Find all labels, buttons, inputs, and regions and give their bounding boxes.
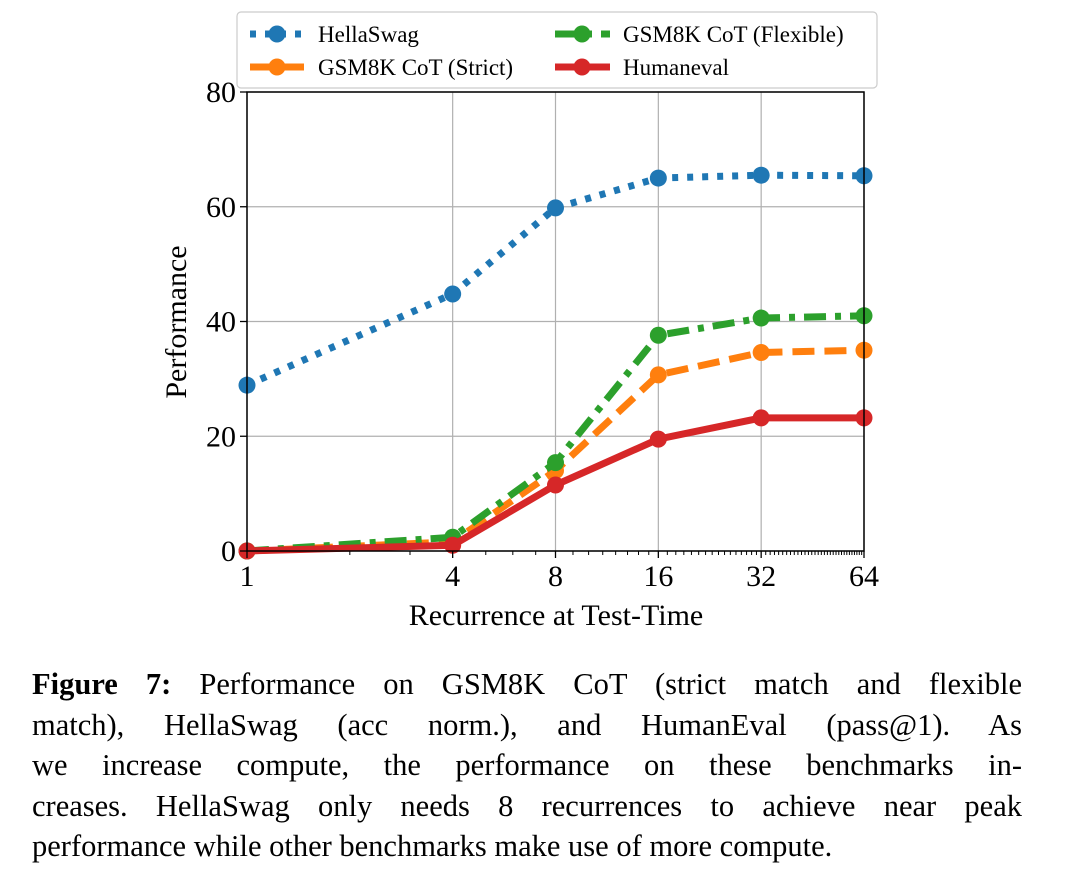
legend-marker	[268, 58, 286, 76]
line-chart: 1 4 8 16 32 64 0 20 40 60 80 Recurrence at Test-Ti…	[160, 11, 879, 632]
caption-text: Performance on GSM8K CoT (strict match a…	[171, 667, 1023, 701]
legend: HellaSwag GSM8K CoT (Strict) GSM8K CoT (Fl…	[236, 11, 878, 89]
figure-caption: Figure 7: Performance on GSM8K CoT (stri…	[32, 664, 1022, 867]
legend-entry: Humaneval	[555, 55, 729, 80]
legend-entry: GSM8K CoT (Strict)	[250, 55, 513, 80]
caption-line: Figure 7: Performance on GSM8K CoT (stri…	[32, 664, 1022, 705]
caption-line: performance while other benchmarks make …	[32, 829, 833, 863]
x-axis-label: Recurrence at Test-Time	[409, 599, 703, 632]
caption-line: creases. HellaSwag only needs 8 recurren…	[32, 788, 1022, 823]
data-point	[649, 430, 667, 448]
series-humaneval	[238, 409, 873, 560]
data-point	[649, 326, 667, 344]
series-line	[246, 312, 865, 555]
caption-line: match), HellaSwag (acc norm.), and Human…	[32, 707, 1022, 742]
data-point	[649, 366, 667, 384]
y-tick-label: 60	[206, 191, 236, 224]
series-hellaswag	[238, 166, 873, 394]
y-tick-label: 0	[221, 535, 236, 568]
legend-box	[236, 11, 878, 89]
legend-entry: GSM8K CoT (Flexible)	[555, 22, 844, 47]
series-group	[238, 166, 873, 560]
data-point	[547, 454, 564, 472]
data-point	[547, 476, 564, 494]
x-tick-label: 64	[849, 560, 879, 593]
x-tick-label: 8	[548, 560, 563, 593]
ticks: 1 4 8 16 32 64 0 20 40 60 80	[206, 76, 879, 593]
legend-label: GSM8K CoT (Strict)	[318, 55, 513, 80]
caption-label: Figure 7:	[32, 667, 172, 701]
data-point	[752, 309, 770, 327]
data-point	[444, 285, 462, 303]
data-point	[547, 199, 564, 217]
data-point	[649, 169, 667, 187]
legend-marker	[573, 25, 591, 43]
legend-label: HellaSwag	[318, 22, 419, 47]
y-axis-label: Performance	[160, 245, 193, 398]
x-tick-label: 4	[445, 560, 460, 593]
legend-label: GSM8K CoT (Flexible)	[623, 22, 844, 47]
legend-marker	[268, 25, 286, 43]
series-line	[246, 414, 864, 555]
x-tick-label: 1	[240, 560, 255, 593]
data-point	[752, 409, 770, 427]
y-tick-label: 80	[206, 76, 236, 109]
data-point	[444, 536, 462, 554]
data-point	[752, 343, 770, 361]
caption-line: we increase compute, the performance on …	[32, 748, 1022, 782]
y-tick-label: 40	[206, 306, 236, 339]
data-point	[752, 166, 770, 184]
y-tick-label: 20	[206, 420, 236, 453]
series-line	[245, 171, 865, 389]
legend-marker	[573, 58, 591, 76]
x-tick-label: 16	[643, 560, 673, 593]
legend-label: Humaneval	[623, 55, 729, 80]
x-tick-label: 32	[746, 560, 776, 593]
legend-entry: HellaSwag	[250, 22, 419, 47]
